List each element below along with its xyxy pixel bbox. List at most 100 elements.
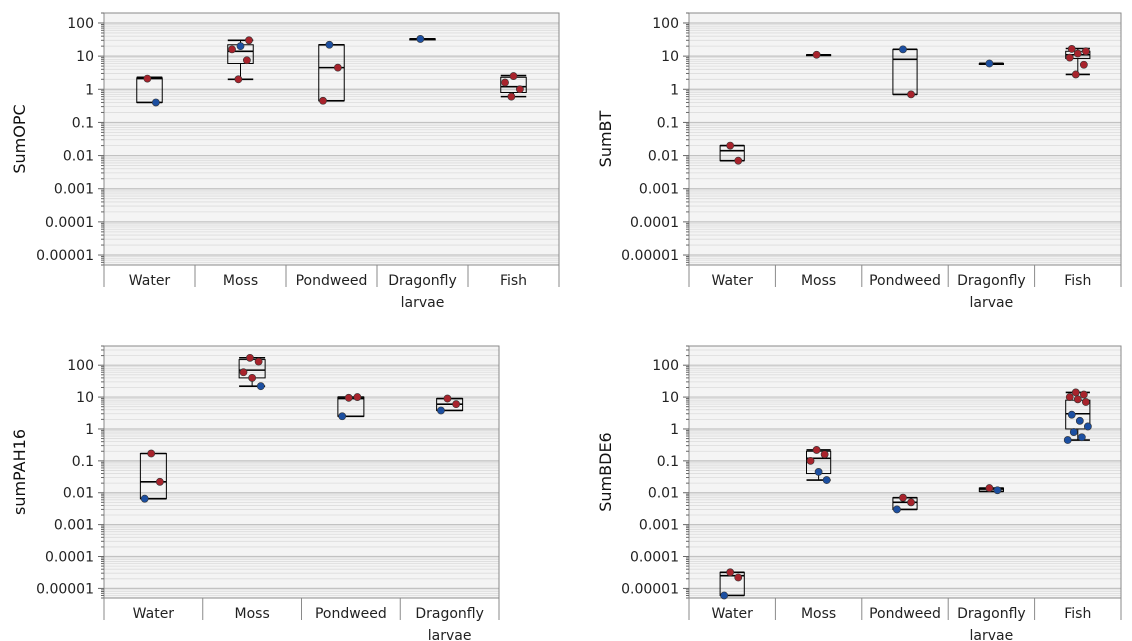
data-point (228, 45, 236, 54)
data-point (1077, 433, 1086, 442)
data-point (325, 40, 334, 49)
data-point (338, 412, 347, 421)
data-point (147, 449, 156, 458)
plot-frame (688, 12, 1122, 266)
data-point (899, 45, 907, 54)
data-point (509, 72, 518, 80)
y-tick-label: 0.00001 (621, 581, 679, 597)
x-tick-label: Water (129, 273, 171, 289)
data-point (1071, 70, 1080, 79)
x-tick-label: Fish (500, 273, 527, 289)
data-point (726, 141, 735, 150)
data-point (1067, 45, 1076, 53)
data-point (501, 78, 509, 87)
data-point (248, 373, 257, 382)
data-point (734, 156, 743, 165)
data-point (155, 477, 164, 486)
data-point (985, 484, 994, 492)
y-tick-label: 10 (76, 390, 94, 406)
x-tick-label: Fish (1064, 606, 1091, 622)
y-tick-label: 10 (76, 49, 94, 65)
y-tick-label: 100 (67, 16, 94, 32)
data-point (814, 468, 823, 476)
x-tick-label: Dragonfly larvae (957, 273, 1026, 311)
y-tick-label: 100 (652, 358, 679, 374)
data-point (245, 36, 253, 45)
x-tick-label: Fish (1064, 273, 1091, 289)
y-tick-label: 0.001 (54, 182, 94, 198)
data-point (239, 368, 248, 377)
data-point (1079, 390, 1088, 399)
data-point (1069, 428, 1078, 436)
data-point (254, 357, 263, 366)
chart-panel-sumbde6: 100 10 1 0.1 0.01 0.001 0.0001 0.00001 SumBDE6 Wa… (596, 345, 1122, 641)
data-point (822, 476, 831, 484)
data-point (234, 75, 243, 84)
x-tick-label: Moss (801, 606, 836, 622)
x-tick-label: Dragonfly larvae (388, 273, 457, 311)
data-point (806, 456, 815, 465)
x-tick-label: Water (712, 606, 754, 622)
y-tick-label: 0.001 (639, 182, 679, 198)
data-point (820, 450, 829, 459)
x-tick-label: Pondweed (869, 606, 941, 622)
x-tick-label: Water (133, 606, 175, 622)
y-tick-label: 0.0001 (630, 550, 679, 566)
data-point (140, 494, 149, 503)
chart-panel-sumpah16: 100 10 1 0.1 0.01 0.001 0.0001 0.00001 sumPAH16 W… (10, 345, 500, 641)
box-0 (719, 571, 745, 597)
y-tick-label: 10 (661, 390, 679, 406)
y-tick-label: 0.00001 (621, 248, 679, 264)
data-point (1063, 436, 1072, 444)
data-point (452, 400, 461, 409)
y-tick-label: 100 (67, 358, 94, 374)
y-tick-label: 1 (85, 82, 94, 98)
data-point (1073, 395, 1082, 404)
data-point (256, 382, 265, 391)
chart-panel-sumopc: 100 10 1 0.1 0.01 0.001 0.0001 0.00001 SumOPC Wat… (10, 12, 560, 311)
data-point (246, 353, 254, 362)
x-tick-label: Dragonfly larvae (957, 606, 1026, 641)
data-point (1081, 398, 1090, 406)
y-tick-label: 0.01 (648, 149, 679, 165)
data-point (437, 406, 445, 415)
y-tick-label: 0.001 (54, 518, 94, 534)
data-point (1065, 393, 1074, 401)
data-point (1081, 47, 1090, 56)
y-tick-label: 100 (652, 16, 679, 32)
data-point (236, 42, 245, 51)
data-point (443, 394, 452, 403)
chart-panel-sumbt: 100 10 1 0.1 0.01 0.001 0.0001 0.00001 SumBT Wate… (596, 12, 1122, 311)
gridlines (104, 12, 559, 266)
y-axis-label: sumPAH16 (10, 429, 29, 515)
data-point (812, 50, 821, 59)
y-axis-label: SumBDE6 (596, 432, 615, 511)
y-axis-label: SumBT (596, 110, 615, 167)
x-tick-label: Pondweed (315, 606, 387, 622)
y-tick-label: 0.1 (657, 454, 679, 470)
data-point (720, 591, 729, 600)
y-tick-label: 0.0001 (45, 215, 94, 231)
data-point (507, 92, 516, 101)
y-tick-label: 0.00001 (36, 581, 94, 597)
x-tick-label: Moss (223, 273, 258, 289)
plot-frame (688, 345, 1122, 599)
data-point (1079, 60, 1088, 69)
data-point (416, 35, 425, 43)
data-point (1083, 422, 1092, 431)
data-point (1071, 388, 1080, 397)
data-point (515, 85, 524, 94)
y-tick-label: 0.1 (72, 115, 94, 131)
y-tick-label: 0.01 (63, 149, 94, 165)
gridlines (689, 12, 1121, 266)
y-tick-label: 0.001 (639, 518, 679, 534)
data-point (1065, 53, 1074, 62)
data-point (734, 573, 743, 582)
data-point (353, 393, 362, 401)
y-tick-label: 1 (85, 422, 94, 438)
plot-background (104, 346, 499, 598)
data-point (985, 59, 994, 68)
data-point (344, 393, 353, 402)
x-tick-label: Moss (801, 273, 836, 289)
